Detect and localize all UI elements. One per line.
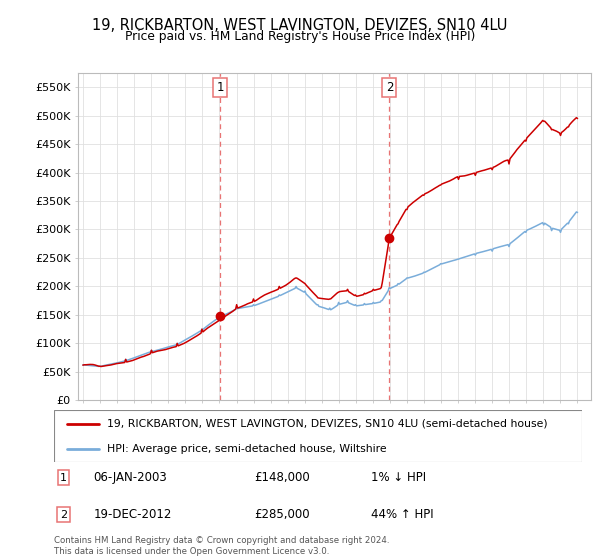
- Text: Contains HM Land Registry data © Crown copyright and database right 2024.
This d: Contains HM Land Registry data © Crown c…: [54, 536, 389, 556]
- Text: 1: 1: [60, 473, 67, 483]
- Text: £148,000: £148,000: [254, 471, 310, 484]
- Text: £285,000: £285,000: [254, 508, 310, 521]
- Text: Price paid vs. HM Land Registry's House Price Index (HPI): Price paid vs. HM Land Registry's House …: [125, 30, 475, 43]
- Text: 1: 1: [217, 81, 224, 94]
- Text: 19-DEC-2012: 19-DEC-2012: [94, 508, 172, 521]
- Text: 44% ↑ HPI: 44% ↑ HPI: [371, 508, 433, 521]
- Text: 19, RICKBARTON, WEST LAVINGTON, DEVIZES, SN10 4LU: 19, RICKBARTON, WEST LAVINGTON, DEVIZES,…: [92, 18, 508, 33]
- Text: 2: 2: [386, 81, 393, 94]
- Text: 19, RICKBARTON, WEST LAVINGTON, DEVIZES, SN10 4LU (semi-detached house): 19, RICKBARTON, WEST LAVINGTON, DEVIZES,…: [107, 419, 547, 429]
- Text: 06-JAN-2003: 06-JAN-2003: [94, 471, 167, 484]
- Text: 2: 2: [60, 510, 67, 520]
- Text: 1% ↓ HPI: 1% ↓ HPI: [371, 471, 426, 484]
- Text: HPI: Average price, semi-detached house, Wiltshire: HPI: Average price, semi-detached house,…: [107, 444, 386, 454]
